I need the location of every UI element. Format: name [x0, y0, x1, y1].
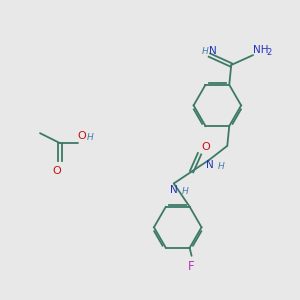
Text: 2: 2 [266, 48, 271, 57]
Text: O: O [202, 142, 210, 152]
Text: NH: NH [253, 45, 268, 55]
Text: N: N [206, 160, 213, 170]
Text: H: H [182, 188, 188, 196]
Text: F: F [188, 260, 195, 273]
Text: N: N [170, 185, 178, 196]
Text: O: O [78, 131, 86, 141]
Text: H: H [87, 133, 93, 142]
Text: N: N [209, 46, 217, 56]
Text: H: H [218, 162, 224, 171]
Text: O: O [52, 166, 61, 176]
Text: H: H [202, 47, 208, 56]
